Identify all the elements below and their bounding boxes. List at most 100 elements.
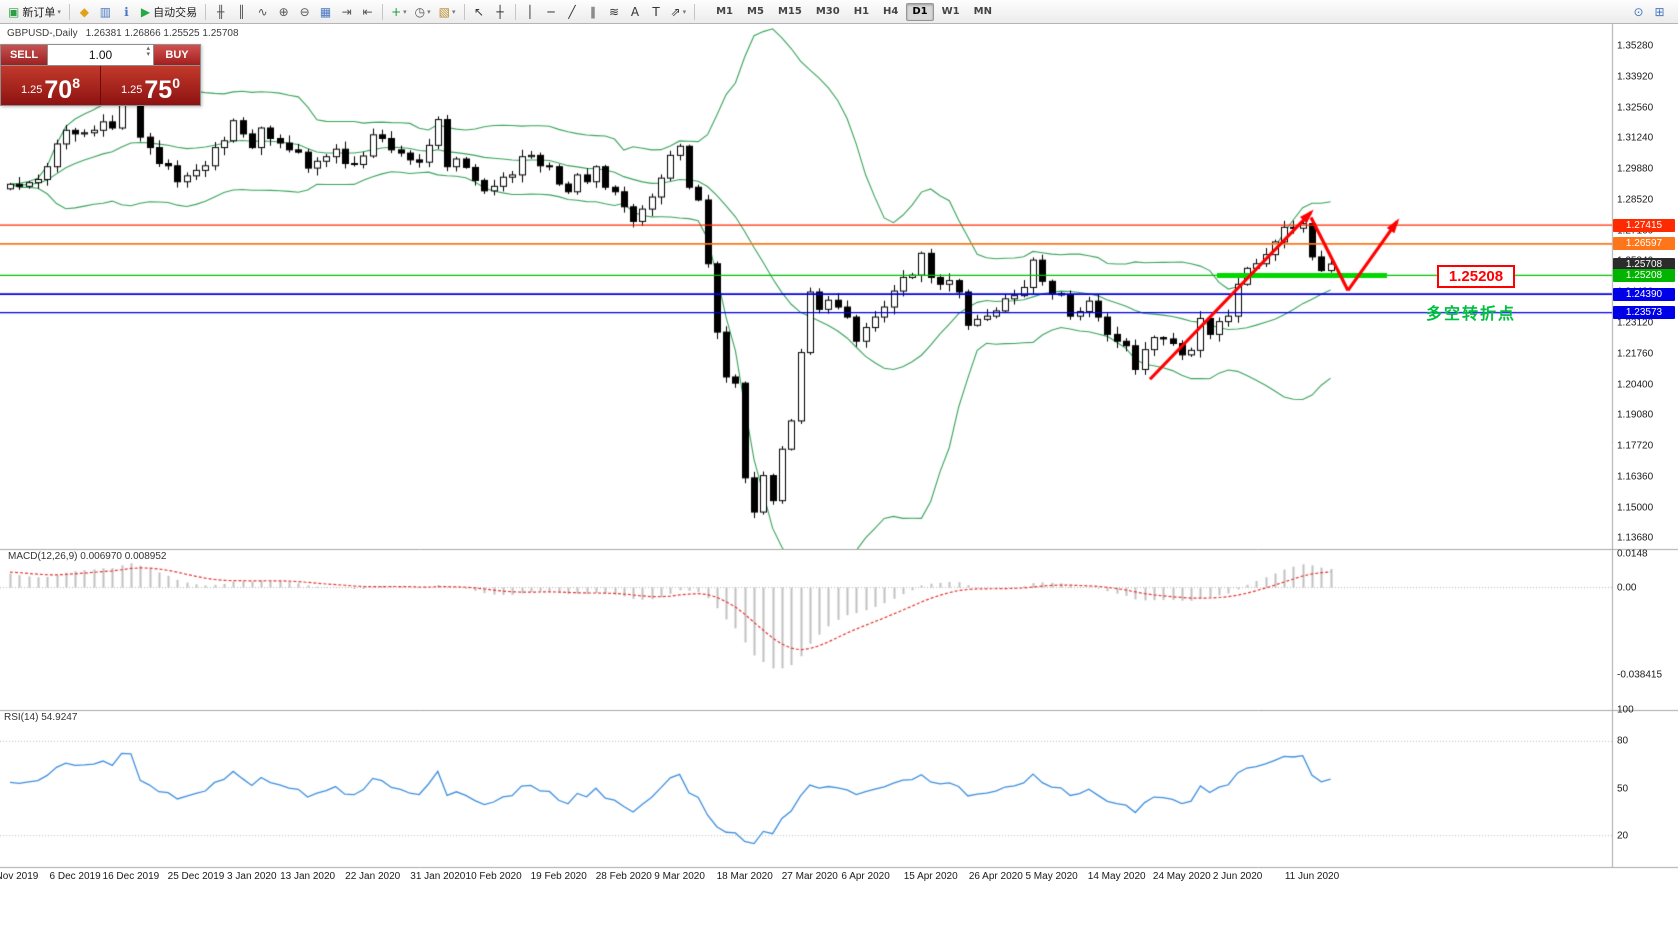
- price-axis-label: 1.15000: [1617, 502, 1654, 514]
- timeframe-h4-button[interactable]: H4: [883, 6, 899, 17]
- date-axis-label: 15 Apr 2020: [903, 871, 958, 882]
- price-axis-label: 1.13680: [1617, 532, 1654, 544]
- text-icon: A: [630, 4, 640, 19]
- rsi-indicator-label: RSI(14) 54.9247: [4, 712, 78, 723]
- data-window-button[interactable]: ℹ: [116, 2, 137, 22]
- price-axis-label: 1.16360: [1617, 471, 1654, 483]
- zoom-out-button[interactable]: ⊖: [294, 2, 315, 22]
- zoom-in-button[interactable]: ⊕: [273, 2, 294, 22]
- market-watch-icon: ▥: [99, 4, 112, 19]
- search-button[interactable]: ⊙: [1628, 2, 1649, 22]
- one-click-top-row: SELL 1.00 ▴ ▾ BUY: [1, 45, 200, 66]
- date-axis-label: 13 Jan 2020: [280, 871, 336, 882]
- date-axis-label: 9 Mar 2020: [654, 871, 705, 882]
- timeframe-m1-button[interactable]: M1: [716, 6, 734, 17]
- chart-bars-button[interactable]: ╫: [210, 2, 231, 22]
- price-tag-1.23573: 1.23573: [1613, 306, 1675, 320]
- periods-icon: ◷: [414, 4, 426, 19]
- buy-price-button[interactable]: 1.25 75 0: [101, 66, 200, 105]
- vertical-line-icon: │: [526, 4, 534, 19]
- toolbar-tools-group: ▣ 新订单 ▾ ◆ ▥ ℹ ▶ 自动交易 ╫ ║ ∿ ⊕ ⊖ ▦ ⇥ ⇤ + ▾ ◷ ▾ ▧ ▾ ↖ ┼ │ ─ ╱ ∥ ≋ A T ⇗ ▾: [4, 0, 699, 23]
- date-axis-label: 26 Apr 2020: [968, 871, 1023, 882]
- sell-price-button[interactable]: 1.25 70 8: [1, 66, 100, 105]
- date-axis-label: 6 Apr 2020: [841, 871, 890, 882]
- autotrading-icon: ▶: [140, 4, 151, 19]
- volume-field[interactable]: 1.00 ▴ ▾: [47, 45, 154, 65]
- date-axis-label: 28 Feb 2020: [595, 871, 652, 882]
- date-axis-label: 2 Jun 2020: [1212, 871, 1263, 882]
- volume-up-button[interactable]: ▴: [146, 45, 150, 52]
- periods-button[interactable]: ◷ ▾: [411, 2, 435, 22]
- one-click-price-row: 1.25 70 8 1.25 75 0: [1, 66, 200, 105]
- text-label-button[interactable]: T: [646, 2, 667, 22]
- price-tag-1.25708: 1.25708: [1613, 257, 1675, 271]
- buy-button[interactable]: BUY: [154, 45, 200, 65]
- timeframe-d1-button[interactable]: D1: [906, 2, 934, 21]
- date-axis-label: 24 May 2020: [1152, 871, 1211, 882]
- auto-scroll-icon: ⇥: [341, 4, 352, 19]
- trendline-button[interactable]: ╱: [562, 2, 583, 22]
- templates-icon: ▧: [438, 4, 451, 19]
- date-axis-label: 27 Nov 2019: [0, 871, 39, 882]
- chart-symbol-period: GBPUSD-,Daily: [7, 28, 78, 39]
- new-order-button[interactable]: ▣ 新订单 ▾: [4, 2, 65, 22]
- price-axis-label: 1.19080: [1617, 409, 1654, 421]
- chart-line-button[interactable]: ∿: [252, 2, 273, 22]
- sell-button[interactable]: SELL: [1, 45, 47, 65]
- rsi-axis-label: 20: [1617, 830, 1629, 842]
- chart-candles-button[interactable]: ║: [231, 2, 252, 22]
- sell-price-prefix: 1.25: [20, 84, 43, 96]
- templates-button[interactable]: ▧ ▾: [435, 2, 460, 22]
- dropdown-arrow-icon: ▾: [682, 7, 687, 16]
- vertical-line-button[interactable]: │: [520, 2, 541, 22]
- volume-down-button[interactable]: ▾: [146, 50, 150, 58]
- timeframe-m15-button[interactable]: M15: [777, 6, 802, 17]
- buy-price-big-digits: 75: [144, 75, 173, 104]
- arrows-tool-button[interactable]: ⇗ ▾: [667, 2, 691, 22]
- toolbar-separator: [514, 3, 516, 20]
- market-watch-button[interactable]: ▥: [95, 2, 116, 22]
- rsi-axis-label: 80: [1617, 735, 1629, 747]
- metaeditor-button[interactable]: ◆: [74, 2, 95, 22]
- timeframe-w1-button[interactable]: W1: [941, 6, 960, 17]
- rsi-axis-label: 100: [1617, 704, 1634, 716]
- horizontal-line-button[interactable]: ─: [541, 2, 562, 22]
- price-divider: [100, 66, 101, 105]
- date-axis-label: 27 Mar 2020: [781, 871, 838, 882]
- turning-point-label[interactable]: 多空转折点: [1426, 304, 1517, 323]
- timeframe-m5-button[interactable]: M5: [747, 6, 764, 17]
- equidistant-channel-button[interactable]: ∥: [583, 2, 604, 22]
- chart-ohlc-values: 1.26381 1.26866 1.25525 1.25708: [85, 28, 239, 39]
- crosshair-icon: ┼: [496, 4, 504, 19]
- price-axis-label: 1.35280: [1617, 40, 1654, 52]
- indicators-button[interactable]: + ▾: [387, 2, 411, 22]
- new-order-label: 新订单: [22, 5, 56, 19]
- horizontal-line-icon: ─: [547, 4, 555, 19]
- fibonacci-button[interactable]: ≋: [604, 2, 625, 22]
- window-layout-button[interactable]: ⊞: [1649, 2, 1670, 22]
- crosshair-button[interactable]: ┼: [490, 2, 511, 22]
- buy-price-prefix: 1.25: [120, 84, 143, 96]
- chart-shift-button[interactable]: ⇤: [357, 2, 378, 22]
- autotrading-label: 自动交易: [153, 5, 198, 19]
- rsi-axis-label: 50: [1617, 783, 1629, 794]
- text-button[interactable]: A: [625, 2, 646, 22]
- zoom-out-icon: ⊖: [299, 4, 310, 19]
- autotrading-button[interactable]: ▶ 自动交易: [137, 2, 201, 22]
- timeframe-m30-button[interactable]: M30: [815, 6, 840, 17]
- date-axis-label: 10 Feb 2020: [465, 871, 522, 882]
- date-axis-label: 5 May 2020: [1025, 871, 1078, 882]
- toolbar-separator: [68, 3, 70, 20]
- metaeditor-icon: ◆: [79, 4, 89, 19]
- cursor-button[interactable]: ↖: [469, 2, 490, 22]
- timeframe-toolbar: M1 M5 M15 M30 H1 H4 D1 W1 MN: [709, 0, 999, 23]
- data-window-icon: ℹ: [124, 4, 129, 19]
- auto-scroll-button[interactable]: ⇥: [336, 2, 357, 22]
- price-annotation-box[interactable]: 1.25208: [1437, 265, 1515, 288]
- tile-windows-button[interactable]: ▦: [315, 2, 336, 22]
- timeframe-h1-button[interactable]: H1: [853, 6, 870, 17]
- toolbar-separator: [694, 3, 696, 20]
- timeframe-mn-button[interactable]: MN: [973, 6, 992, 17]
- macd-axis-label: 0.0148: [1617, 548, 1648, 560]
